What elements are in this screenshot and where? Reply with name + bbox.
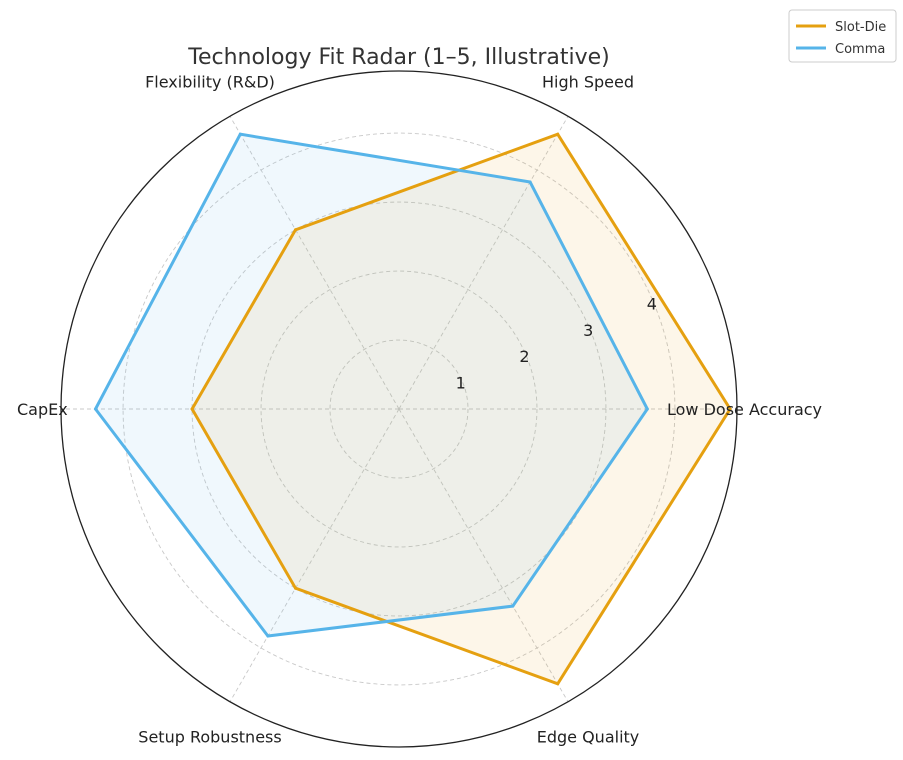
series-point-0-1 — [556, 132, 560, 136]
series-point-0-4 — [294, 586, 297, 590]
series-point-0-0 — [728, 407, 732, 411]
grid-spoke — [398, 116, 569, 410]
axis-label-3: CapEx — [17, 400, 68, 419]
series-point-0-5 — [556, 682, 560, 686]
grid-spoke — [229, 408, 400, 702]
series-point-0-2 — [294, 228, 297, 232]
series-point-1-5 — [511, 604, 515, 608]
axis-label-5: Edge Quality — [537, 727, 640, 746]
outer-ring — [60, 70, 738, 748]
legend-label-1: Comma — [835, 42, 885, 57]
grid-spoke — [398, 408, 569, 702]
series-point-1-2 — [238, 132, 242, 136]
legend-label-0: Slot-Die — [835, 20, 886, 35]
radial-tick-label-4: 4 — [647, 294, 657, 313]
series-fill-0 — [192, 134, 731, 684]
radial-tick-label-1: 1 — [456, 374, 466, 393]
series-point-1-0 — [645, 407, 649, 411]
legend: Slot-Die Comma — [788, 9, 897, 63]
series-fill-1 — [95, 134, 648, 636]
axis-label-4: Setup Robustness — [138, 727, 281, 746]
grid-ring-1 — [329, 339, 469, 479]
axis-label-layer: Low Dose Accuracy High Speed Flexibility (… — [17, 73, 822, 747]
axis-label-0: Low Dose Accuracy — [667, 400, 822, 419]
radial-tick-label-3: 3 — [583, 321, 593, 340]
series-layer — [93, 132, 732, 686]
series-point-1-3 — [94, 407, 97, 411]
grid-layer — [60, 70, 738, 748]
radial-tick-label-2: 2 — [519, 347, 529, 366]
axis-label-1: High Speed — [542, 73, 634, 92]
series-point-1-4 — [266, 634, 270, 638]
grid-ring-2 — [260, 270, 538, 548]
series-point-0-3 — [190, 407, 194, 411]
series-point-1-1 — [528, 180, 532, 184]
axis-label-2: Flexibility (R&D) — [145, 73, 275, 92]
tick-layer: 1 2 3 4 — [456, 294, 657, 392]
chart-title: Technology Fit Radar (1–5, Illustrative) — [187, 45, 610, 70]
grid-spoke — [229, 116, 400, 410]
